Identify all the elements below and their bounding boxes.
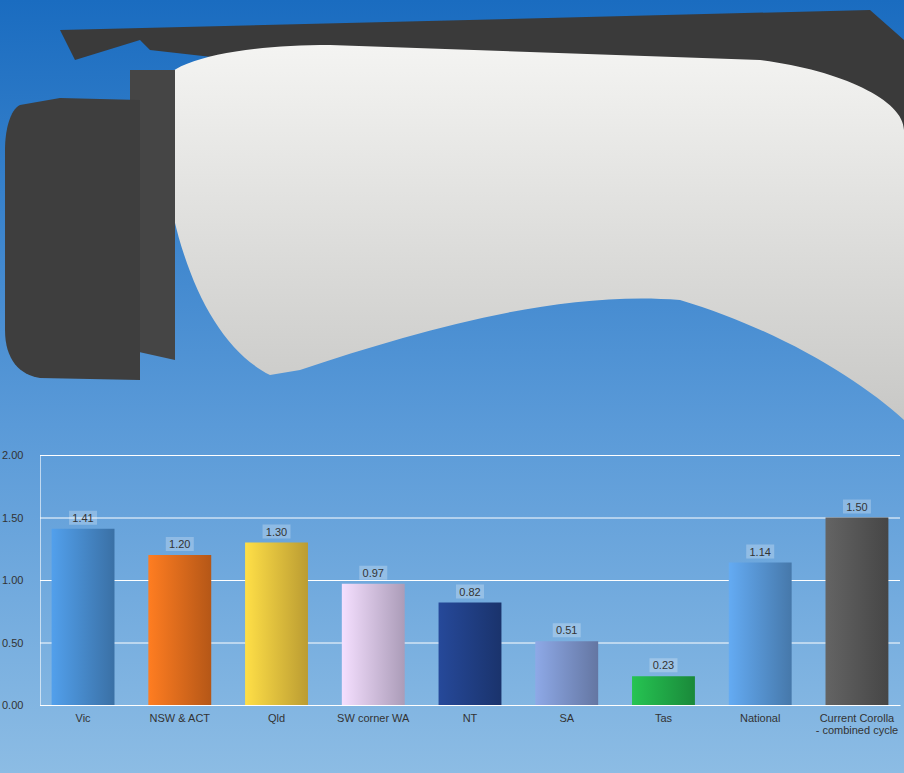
bars (52, 518, 889, 706)
data-label: 1.50 (846, 501, 867, 513)
y-tick-label: 0.50 (2, 637, 23, 649)
x-tick: Current Corolla- combined cycle (816, 712, 899, 737)
x-tick: SW corner WA (337, 712, 410, 724)
x-tick-label-line: - combined cycle (816, 724, 899, 736)
data-label: 1.41 (72, 512, 93, 524)
bar (439, 603, 502, 706)
x-tick-label: SA (559, 712, 574, 724)
y-tick: 1.50 (2, 512, 900, 524)
data-label-bg (553, 623, 581, 637)
data-label: 1.14 (750, 546, 771, 558)
data-label-bg (456, 585, 484, 599)
x-tick-label: Qld (268, 712, 285, 724)
x-tick: NSW & ACT (150, 712, 211, 724)
data-label: 0.23 (653, 659, 674, 671)
data-label-bg (649, 658, 677, 672)
data-labels: 1.41 1.20 1.30 0.97 0.82 0.51 0.23 1.14 1.50 (69, 500, 871, 673)
data-label-bg (69, 511, 97, 525)
y-tick-label: 2.00 (2, 449, 23, 461)
x-tick-label-line: Current Corolla (820, 712, 895, 724)
plug-nozzle (5, 98, 140, 380)
x-axis: Vic NSW & ACT Qld SW corner WA NT SA Tas Nation… (41, 706, 901, 737)
data-label: 0.82 (459, 586, 480, 598)
x-tick: Qld (268, 712, 285, 724)
x-tick-label: Current Corolla- combined cycle (816, 712, 899, 737)
y-tick-label: 1.50 (2, 512, 23, 524)
data-label-bg (359, 566, 387, 580)
plug-body (160, 45, 904, 420)
x-tick-label: SW corner WA (337, 712, 410, 724)
x-tick: National (740, 712, 780, 724)
grid-line (40, 455, 900, 456)
bar (245, 543, 308, 706)
grid-line (40, 705, 900, 706)
y-axis: 0.00 0.50 1.00 1.50 2.00 (2, 449, 900, 711)
bar (632, 676, 695, 705)
x-tick-label: NSW & ACT (150, 712, 211, 724)
x-tick: NT (463, 712, 478, 724)
chart: 0.00 0.50 1.00 1.50 2.00 Vic NSW & ACT Qld SW co… (0, 0, 904, 773)
y-axis-line (41, 456, 901, 706)
x-tick-label: National (740, 712, 780, 724)
x-tick: Tas (655, 712, 673, 724)
bar (342, 584, 405, 705)
x-tick: SA (559, 712, 574, 724)
x-tick-label: Tas (655, 712, 673, 724)
bar (148, 555, 211, 705)
grid-line (40, 518, 900, 519)
data-label-bg (166, 537, 194, 551)
bar (52, 529, 115, 705)
data-label-bg (263, 525, 291, 539)
data-label-bg (843, 500, 871, 514)
x-axis-line (41, 705, 901, 706)
y-tick-label: 0.00 (2, 699, 23, 711)
y-tick-label: 1.00 (2, 574, 23, 586)
x-tick: Vic (76, 712, 92, 724)
data-label-bg (746, 545, 774, 559)
y-tick: 2.00 (2, 449, 900, 461)
plug-illustration (5, 10, 904, 420)
x-tick-label: Vic (76, 712, 92, 724)
bar (535, 641, 598, 705)
data-label: 1.20 (169, 538, 190, 550)
data-label: 0.51 (556, 624, 577, 636)
data-label: 1.30 (266, 526, 287, 538)
x-tick-label: NT (463, 712, 478, 724)
data-label: 0.97 (363, 567, 384, 579)
bar (826, 518, 889, 706)
bar (729, 563, 792, 706)
background (0, 0, 904, 773)
